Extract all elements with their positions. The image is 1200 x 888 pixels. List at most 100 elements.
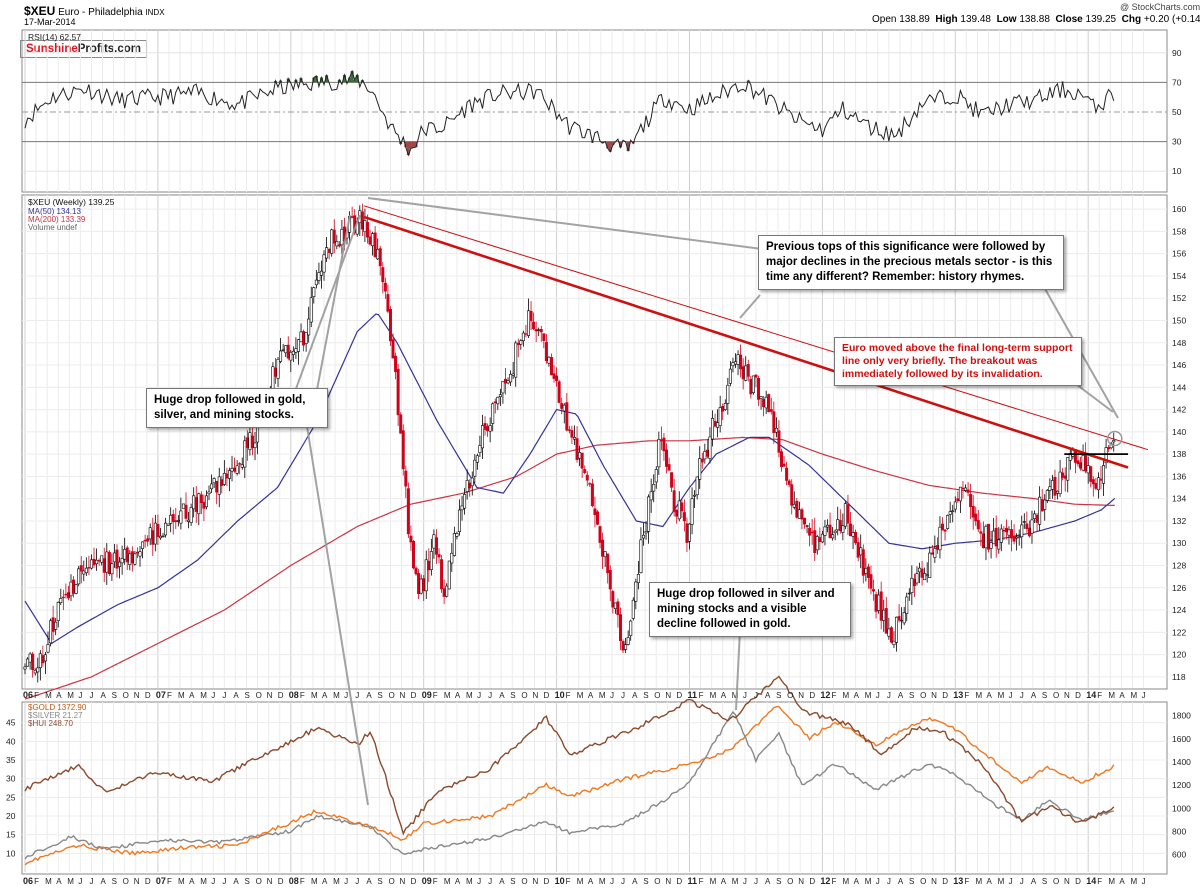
x-tick-label: N <box>400 691 406 700</box>
candle-body <box>928 552 932 579</box>
trendline-thick-support <box>363 215 1129 469</box>
x-tick-label-bottom: F <box>831 877 836 886</box>
x-tick-label-bottom: A <box>1031 877 1037 886</box>
x-tick-label-bottom: J <box>355 877 359 886</box>
x-tick-label-bottom: O <box>123 877 129 886</box>
x-tick-label: J <box>621 691 625 700</box>
candle-body <box>1010 529 1014 539</box>
x-tick-label: M <box>178 691 185 700</box>
x-tick-label: N <box>798 691 804 700</box>
x-tick-label-bottom: J <box>222 877 226 886</box>
x-tick-label-bottom: O <box>521 877 527 886</box>
candle-body <box>1056 490 1060 494</box>
x-tick-label: 08 <box>289 690 299 700</box>
x-tick-label-bottom: S <box>244 877 249 886</box>
x-tick-label-bottom: D <box>544 877 550 886</box>
candle-body <box>716 422 720 428</box>
hui-line <box>24 675 1115 836</box>
x-tick-label-bottom: A <box>854 877 860 886</box>
candle-body <box>920 568 924 578</box>
metals-left-tick: 35 <box>6 755 16 765</box>
x-tick-label-bottom: 12 <box>820 876 830 886</box>
candle-body <box>1061 472 1065 478</box>
candle-body <box>450 552 454 564</box>
x-tick-label: M <box>710 691 717 700</box>
x-tick-label: M <box>1108 691 1115 700</box>
x-tick-label: F <box>699 691 704 700</box>
candle-body <box>138 551 142 557</box>
annotation-red-note: Euro moved above the final long-term sup… <box>834 337 1082 386</box>
candle-body <box>130 551 134 564</box>
x-tick-label-bottom: A <box>588 877 594 886</box>
x-tick-label: 06 <box>23 690 33 700</box>
x-tick-label: N <box>665 691 671 700</box>
candle-body <box>386 294 390 312</box>
x-tick-label: 11 <box>687 690 697 700</box>
candle-body <box>534 329 538 332</box>
price-layer <box>23 203 1149 700</box>
candle-body <box>810 531 814 534</box>
candle-body <box>603 551 607 558</box>
x-tick-label-bottom: D <box>809 877 815 886</box>
candle-body <box>281 349 285 351</box>
x-tick-label: F <box>964 691 969 700</box>
candle-body <box>105 551 109 573</box>
price-y-tick: 148 <box>1172 338 1186 348</box>
candle-body <box>1096 477 1100 491</box>
candle-body <box>74 584 78 594</box>
x-tick-label: D <box>809 691 815 700</box>
candle-body <box>56 602 60 622</box>
candle-body <box>514 342 518 378</box>
candle-body <box>884 608 888 634</box>
candle-body <box>670 472 674 488</box>
candle-body <box>120 558 124 564</box>
candle-body <box>539 329 543 333</box>
candle-body <box>95 559 99 565</box>
candle-body <box>373 232 377 257</box>
x-tick-label-bottom: M <box>444 877 451 886</box>
candle-body <box>447 560 451 590</box>
price-y-tick: 134 <box>1172 494 1186 504</box>
candle-body <box>713 420 717 427</box>
candle-body <box>593 508 597 516</box>
candle-body <box>360 211 364 230</box>
metals-panel-frame <box>21 701 1168 875</box>
x-tick-label-bottom: D <box>411 877 417 886</box>
x-tick-label-bottom: D <box>676 877 682 886</box>
candle-body <box>289 351 293 361</box>
candle-body <box>473 459 477 477</box>
x-tick-label: D <box>1075 691 1081 700</box>
candle-body <box>997 539 1001 550</box>
candle-body <box>667 464 671 471</box>
x-tick-label-bottom: N <box>532 877 538 886</box>
candle-body <box>532 321 536 330</box>
x-tick-label-bottom: J <box>621 877 625 886</box>
candle-body <box>230 468 234 472</box>
candle-body <box>141 541 145 549</box>
candle-body <box>363 220 367 233</box>
x-tick-label-bottom: J <box>1142 877 1146 886</box>
candle-body <box>682 512 686 522</box>
candle-body <box>49 620 53 644</box>
x-tick-label-bottom: O <box>388 877 394 886</box>
x-tick-label: S <box>377 691 382 700</box>
candle-body <box>66 592 70 599</box>
candle-body <box>222 473 226 485</box>
candle-body <box>1025 523 1029 529</box>
candle-body <box>434 537 438 555</box>
candle-body <box>100 555 104 563</box>
candle-body <box>480 425 484 449</box>
price-legend: $XEU (Weekly) 139.25 MA(50) 134.13 MA(20… <box>28 197 115 232</box>
price-y-tick: 158 <box>1172 226 1186 236</box>
annotation-mid-note-text: Huge drop followed in silver and mining … <box>657 588 835 630</box>
stockcharts-watermark: @ StockCharts.com <box>1120 2 1200 12</box>
metals-left-tick: 20 <box>6 811 16 821</box>
candle-body <box>874 594 878 612</box>
candle-body <box>723 403 727 410</box>
x-tick-label-bottom: J <box>89 877 93 886</box>
x-tick-label-bottom: M <box>843 877 850 886</box>
candle-body <box>233 467 237 472</box>
candle-body <box>61 596 65 599</box>
x-tick-label-bottom: S <box>909 877 914 886</box>
candle-body <box>79 565 83 572</box>
